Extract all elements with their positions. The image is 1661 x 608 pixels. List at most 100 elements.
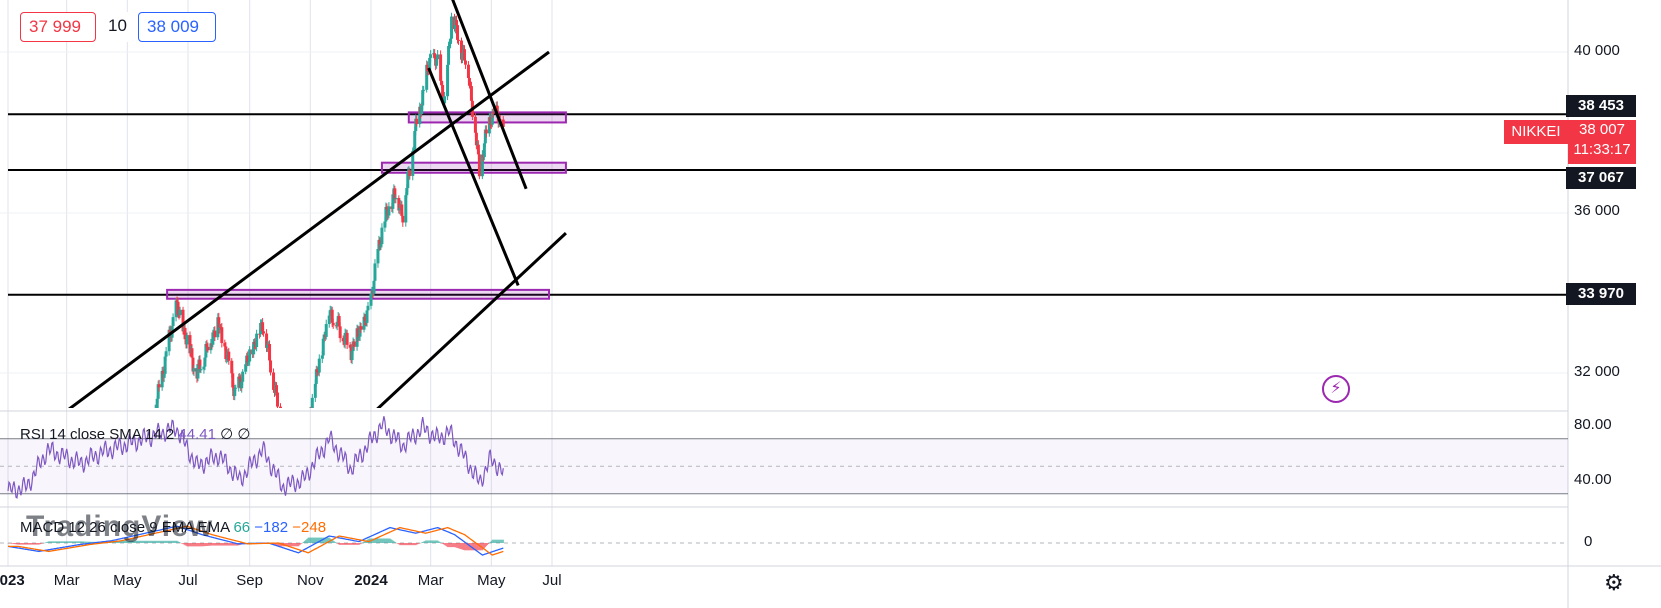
macd-histogram-bar: [40, 543, 42, 544]
candle-body: [435, 59, 439, 66]
macd-histogram-bar: [478, 543, 481, 551]
macd-histogram-bar: [488, 542, 491, 544]
macd-histogram-bar: [8, 543, 10, 544]
settings-icon[interactable]: ⚙: [1604, 570, 1624, 595]
time-axis-tick: Mar: [53, 572, 80, 589]
candle-body: [460, 52, 464, 60]
lightning-icon[interactable]: ⚡: [1322, 375, 1350, 403]
macd-histogram-bar: [53, 541, 55, 543]
macd-histogram-bar: [499, 539, 501, 543]
macd-histogram-bar: [346, 543, 348, 545]
macd-histogram-bar: [74, 541, 76, 543]
macd-histogram-bar: [220, 543, 222, 546]
macd-histogram-bar: [307, 537, 310, 543]
macd-histogram-bar: [426, 540, 428, 543]
macd-histogram-bar: [129, 540, 132, 543]
macd-histogram-bar: [460, 543, 463, 550]
quantity-field[interactable]: 10: [104, 12, 132, 42]
macd-histogram-bar: [138, 540, 140, 543]
macd-histogram-bar: [48, 541, 50, 543]
macd-histogram-bar: [193, 543, 195, 547]
candle-body: [181, 309, 185, 332]
macd-histogram-value: 66: [233, 519, 251, 536]
candle-body: [233, 388, 237, 397]
macd-histogram-bar: [36, 543, 38, 545]
macd-histogram-bar: [428, 540, 430, 543]
macd-histogram-bar: [399, 543, 401, 546]
macd-histogram-bar: [455, 543, 457, 548]
macd-histogram-bar: [287, 543, 290, 547]
candle-body: [317, 358, 321, 373]
candle-body: [204, 344, 208, 358]
macd-histogram-bar: [31, 543, 33, 545]
macd-histogram-bar: [342, 543, 344, 545]
macd-histogram-bar: [127, 540, 130, 543]
macd-histogram-bar: [159, 540, 161, 543]
candle-body: [300, 418, 303, 420]
candle-body: [304, 415, 307, 424]
macd-histogram-bar: [336, 543, 338, 544]
macd-histogram-bar: [230, 543, 232, 546]
candle-body: [157, 384, 161, 388]
candle-body: [217, 317, 221, 330]
candle-body: [501, 119, 505, 127]
candle-body: [185, 335, 189, 345]
macd-histogram-bar: [190, 543, 192, 547]
macd-histogram-bar: [143, 540, 145, 543]
macd-histogram-bar: [462, 543, 465, 550]
macd-histogram-bar: [448, 543, 450, 548]
macd-histogram-bar: [185, 543, 187, 546]
candle-body: [268, 344, 272, 361]
macd-histogram-bar: [201, 543, 203, 547]
macd-histogram-bar: [391, 539, 393, 543]
macd-histogram-bar: [378, 538, 380, 543]
buy-price-button[interactable]: 38 009: [138, 12, 216, 42]
rsi-line: [7, 416, 504, 499]
macd-histogram-bar: [215, 543, 217, 546]
macd-histogram-bar: [132, 540, 135, 543]
macd-histogram-bar: [463, 543, 466, 551]
candle-body: [290, 422, 293, 431]
macd-line-value: −182: [254, 519, 289, 536]
candle-body: [487, 117, 491, 134]
macd-histogram-bar: [376, 538, 378, 543]
candle-body: [190, 348, 194, 358]
candle-body: [288, 429, 291, 433]
macd-histogram-bar: [333, 541, 335, 543]
macd-histogram-bar: [441, 543, 443, 544]
time-axis-tick: May: [113, 572, 142, 589]
rsi-axis-tick: 80.00: [1574, 416, 1612, 433]
candle-body: [213, 330, 217, 338]
candle-body: [252, 341, 256, 355]
macd-histogram-bar: [495, 539, 497, 543]
macd-histogram-bar: [231, 543, 233, 546]
time-axis-tick: Mar: [417, 572, 444, 589]
candle-body: [441, 84, 445, 101]
candle-body: [365, 310, 369, 323]
macd-histogram-bar: [337, 543, 339, 545]
macd-histogram-bar: [289, 543, 292, 547]
macd-histogram-bar: [312, 537, 315, 543]
candle-body: [246, 355, 250, 363]
macd-histogram-bar: [90, 541, 92, 543]
sell-price-button[interactable]: 37 999: [20, 12, 96, 42]
candle-body: [358, 326, 362, 337]
macd-histogram-bar: [217, 543, 219, 546]
macd-histogram-bar: [171, 540, 173, 543]
macd-histogram-bar: [211, 543, 213, 546]
macd-histogram-bar: [408, 543, 410, 546]
candle-body: [484, 129, 488, 134]
macd-legend-title: MACD 12 26 close 9 EMA EMA: [20, 519, 230, 536]
macd-legend[interactable]: MACD 12 26 close 9 EMA EMA 66 −182 −248: [20, 519, 326, 536]
macd-histogram-bar: [404, 543, 406, 546]
macd-histogram-bar: [52, 541, 54, 543]
macd-histogram-bar: [476, 543, 479, 551]
macd-histogram-bar: [368, 538, 370, 543]
rsi-legend[interactable]: RSI 14 close SMA 14 2 44.41 ∅ ∅: [20, 425, 250, 443]
macd-histogram-bar: [175, 540, 177, 543]
macd-histogram-bar: [43, 542, 45, 544]
macd-histogram-bar: [47, 541, 49, 543]
candle-body: [366, 305, 370, 311]
macd-histogram-bar: [390, 539, 392, 543]
